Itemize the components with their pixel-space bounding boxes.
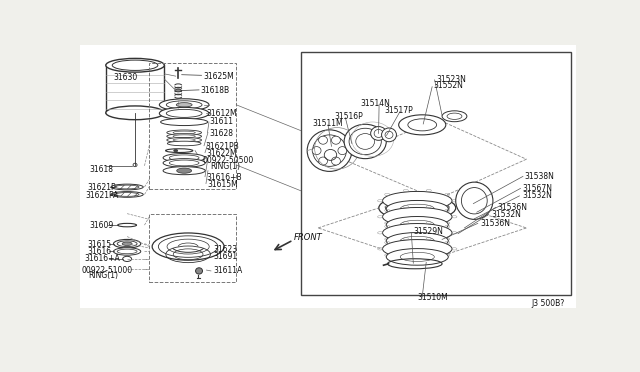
- Ellipse shape: [167, 141, 201, 146]
- Ellipse shape: [383, 224, 452, 242]
- Ellipse shape: [167, 134, 202, 139]
- Text: 31622M: 31622M: [207, 149, 237, 158]
- Text: 31691: 31691: [213, 252, 237, 261]
- Text: 31621PB: 31621PB: [205, 142, 239, 151]
- Ellipse shape: [332, 136, 340, 144]
- Text: 31532N: 31532N: [492, 210, 522, 219]
- Text: 31510M: 31510M: [417, 293, 448, 302]
- Ellipse shape: [159, 99, 209, 111]
- Text: 31514N: 31514N: [360, 99, 390, 108]
- Ellipse shape: [111, 184, 143, 190]
- Text: 31625M: 31625M: [203, 72, 234, 81]
- Bar: [150, 63, 236, 189]
- Ellipse shape: [122, 242, 132, 246]
- Text: 31616: 31616: [87, 247, 111, 256]
- Text: 31523N: 31523N: [436, 74, 466, 83]
- Ellipse shape: [307, 130, 352, 171]
- Ellipse shape: [106, 58, 164, 72]
- Bar: [301, 52, 571, 295]
- Text: 31536N: 31536N: [498, 203, 527, 212]
- Text: 31516P: 31516P: [335, 112, 363, 121]
- Text: J3 500B?: J3 500B?: [531, 299, 564, 308]
- Ellipse shape: [387, 248, 448, 265]
- Ellipse shape: [196, 268, 202, 274]
- Text: FRONT: FRONT: [294, 234, 323, 243]
- Ellipse shape: [152, 233, 224, 260]
- Ellipse shape: [161, 118, 208, 126]
- Ellipse shape: [159, 108, 209, 119]
- Ellipse shape: [383, 240, 452, 258]
- Text: 31511M: 31511M: [312, 119, 343, 128]
- Ellipse shape: [387, 217, 448, 233]
- Text: 00922-51000: 00922-51000: [82, 266, 133, 275]
- Ellipse shape: [319, 157, 328, 165]
- Ellipse shape: [456, 182, 493, 219]
- Text: 31532N: 31532N: [522, 191, 552, 201]
- Text: RING(1): RING(1): [211, 161, 241, 171]
- Ellipse shape: [177, 168, 191, 173]
- Ellipse shape: [383, 208, 452, 226]
- Ellipse shape: [344, 124, 387, 158]
- Text: 31630: 31630: [114, 73, 138, 82]
- Ellipse shape: [442, 111, 467, 122]
- Ellipse shape: [113, 248, 141, 255]
- Ellipse shape: [167, 137, 202, 142]
- Text: 00922-50500: 00922-50500: [202, 156, 254, 165]
- Ellipse shape: [163, 158, 205, 167]
- Text: 31529N: 31529N: [413, 227, 443, 236]
- Ellipse shape: [111, 192, 143, 197]
- Text: 31628: 31628: [209, 129, 233, 138]
- Text: 31623: 31623: [213, 245, 237, 254]
- Ellipse shape: [167, 130, 202, 135]
- Bar: [150, 214, 236, 282]
- Text: 31567N: 31567N: [522, 184, 552, 193]
- Text: 31615: 31615: [87, 240, 111, 249]
- Text: 31611: 31611: [209, 117, 233, 126]
- Text: 31618B: 31618B: [200, 86, 229, 95]
- Text: 31517P: 31517P: [384, 106, 413, 115]
- Ellipse shape: [176, 103, 192, 107]
- Ellipse shape: [312, 147, 321, 155]
- Text: 31609: 31609: [89, 221, 113, 231]
- Ellipse shape: [338, 147, 347, 155]
- Text: 31552N: 31552N: [433, 81, 463, 90]
- Ellipse shape: [383, 192, 452, 210]
- Ellipse shape: [371, 126, 387, 140]
- Text: 31621P: 31621P: [87, 183, 116, 192]
- Ellipse shape: [113, 240, 141, 248]
- Ellipse shape: [173, 150, 178, 152]
- Text: 31621PA: 31621PA: [85, 191, 118, 200]
- Ellipse shape: [332, 157, 340, 165]
- Text: 31536N: 31536N: [481, 219, 511, 228]
- Text: 31616+B: 31616+B: [207, 173, 242, 182]
- Ellipse shape: [163, 167, 205, 175]
- Text: 31618: 31618: [89, 165, 113, 174]
- Ellipse shape: [379, 195, 456, 221]
- Text: 31615M: 31615M: [207, 180, 238, 189]
- Text: RING(1): RING(1): [88, 271, 118, 280]
- Ellipse shape: [387, 232, 448, 249]
- Text: 31538N: 31538N: [524, 173, 554, 182]
- Ellipse shape: [106, 106, 164, 120]
- Ellipse shape: [381, 128, 396, 142]
- Ellipse shape: [399, 115, 446, 135]
- Text: 31616+A: 31616+A: [84, 254, 120, 263]
- Ellipse shape: [319, 136, 328, 144]
- Text: 31612M: 31612M: [207, 109, 237, 118]
- Ellipse shape: [163, 154, 205, 162]
- Ellipse shape: [387, 201, 448, 217]
- Ellipse shape: [175, 89, 181, 92]
- Text: 31611A: 31611A: [213, 266, 242, 275]
